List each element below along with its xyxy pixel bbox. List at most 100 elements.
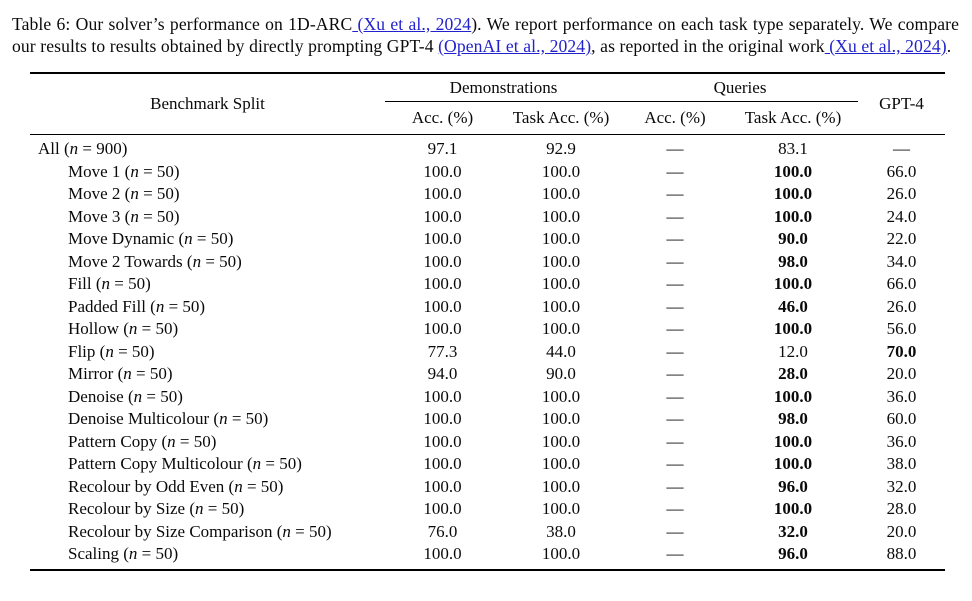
cell-q-acc: — bbox=[666, 499, 684, 519]
n-symbol: n bbox=[105, 341, 114, 361]
cell-dem-task-acc: 100.0 bbox=[541, 206, 581, 226]
cell-dem-acc: 77.3 bbox=[427, 341, 458, 361]
cell-dem-task-acc: 100.0 bbox=[541, 229, 581, 249]
cell-gpt4: 20.0 bbox=[886, 364, 917, 384]
citation-link[interactable]: (Xu et al., 2024 bbox=[352, 14, 472, 34]
cell-q-task-acc: 100.0 bbox=[773, 386, 813, 406]
cell-gpt4: 22.0 bbox=[886, 229, 917, 249]
cell-q-task-acc: 96.0 bbox=[778, 544, 808, 564]
cell-dem-acc: 100.0 bbox=[423, 409, 462, 429]
cell-q-task-acc: 100.0 bbox=[773, 454, 813, 474]
table-row: Move 1 (n = 50) 100.0 100.0 — 100.0 66.0 bbox=[30, 161, 945, 184]
cell-q-acc: — bbox=[666, 409, 684, 429]
cell-gpt4: 28.0 bbox=[886, 499, 917, 519]
row-label: Mirror (n = 50) bbox=[68, 364, 173, 384]
n-symbol: n bbox=[167, 431, 176, 451]
col-header-q-task-acc: Task Acc. (%) bbox=[728, 101, 858, 135]
citation-link[interactable]: (OpenAI et al., 2024) bbox=[438, 36, 592, 56]
col-header-benchmark-split: Benchmark Split bbox=[30, 73, 385, 135]
cell-q-task-acc: 98.0 bbox=[778, 251, 808, 271]
cell-dem-task-acc: 92.9 bbox=[546, 139, 576, 159]
cell-gpt4: 26.0 bbox=[886, 296, 917, 316]
n-symbol: n bbox=[128, 319, 138, 339]
cell-dem-acc: 100.0 bbox=[423, 454, 462, 474]
n-symbol: n bbox=[219, 409, 228, 429]
n-symbol: n bbox=[133, 386, 143, 406]
cell-q-task-acc: 100.0 bbox=[773, 274, 813, 294]
cell-dem-task-acc: 100.0 bbox=[541, 296, 581, 316]
cell-q-task-acc: 46.0 bbox=[778, 296, 808, 316]
cell-dem-acc: 100.0 bbox=[423, 161, 462, 181]
cell-dem-task-acc: 100.0 bbox=[541, 499, 581, 519]
n-symbol: n bbox=[234, 476, 243, 496]
table-row: Move Dynamic (n = 50) 100.0 100.0 — 90.0 22.0 bbox=[30, 228, 945, 251]
cell-q-acc: — bbox=[666, 386, 684, 406]
cell-q-task-acc: 98.0 bbox=[778, 409, 808, 429]
table-row: Flip (n = 50) 77.3 44.0 — 12.0 70.0 bbox=[30, 341, 945, 364]
cell-dem-task-acc: 100.0 bbox=[541, 544, 581, 564]
cell-dem-acc: 97.1 bbox=[427, 139, 458, 159]
cell-q-acc: — bbox=[666, 274, 684, 294]
citation-link[interactable]: (Xu et al., 2024) bbox=[824, 36, 947, 56]
row-label: Scaling (n = 50) bbox=[68, 544, 179, 564]
cell-q-acc: — bbox=[666, 161, 684, 181]
col-header-dem-task-acc: Task Acc. (%) bbox=[500, 101, 622, 135]
cell-q-acc: — bbox=[666, 251, 684, 271]
cell-gpt4: 66.0 bbox=[886, 274, 917, 294]
cell-gpt4: 38.0 bbox=[886, 454, 917, 474]
cell-q-acc: — bbox=[666, 341, 684, 361]
n-symbol: n bbox=[282, 521, 291, 541]
cell-gpt4: 34.0 bbox=[886, 251, 917, 271]
row-label: Move 1 (n = 50) bbox=[68, 161, 180, 181]
table-caption: Table 6: Our solver’s performance on 1D-… bbox=[12, 13, 959, 57]
row-label: Denoise (n = 50) bbox=[68, 386, 183, 406]
caption-text: . bbox=[946, 36, 952, 56]
cell-dem-task-acc: 100.0 bbox=[541, 409, 581, 429]
cell-dem-acc: 100.0 bbox=[423, 386, 462, 406]
table-row: Padded Fill (n = 50) 100.0 100.0 — 46.0 26.0 bbox=[30, 296, 945, 319]
cell-q-task-acc: 83.1 bbox=[778, 139, 808, 159]
cell-dem-acc: 100.0 bbox=[423, 544, 462, 564]
cell-q-acc: — bbox=[666, 296, 684, 316]
row-label: Recolour by Odd Even (n = 50) bbox=[68, 476, 284, 496]
cell-dem-acc: 94.0 bbox=[427, 364, 458, 384]
cell-q-task-acc: 100.0 bbox=[773, 319, 813, 339]
cell-q-task-acc: 100.0 bbox=[773, 431, 813, 451]
cell-dem-acc: 100.0 bbox=[423, 251, 462, 271]
cell-dem-task-acc: 100.0 bbox=[541, 184, 581, 204]
table-row: Pattern Copy Multicolour (n = 50) 100.0 10… bbox=[30, 453, 945, 476]
cell-dem-task-acc: 100.0 bbox=[541, 319, 581, 339]
col-header-gpt4: GPT-4 bbox=[858, 73, 945, 135]
cell-q-acc: — bbox=[666, 521, 684, 541]
row-label: Fill (n = 50) bbox=[68, 274, 151, 294]
cell-gpt4: 88.0 bbox=[886, 544, 917, 564]
n-symbol: n bbox=[192, 251, 202, 271]
table-row: Denoise Multicolour (n = 50) 100.0 100.0 — 9… bbox=[30, 408, 945, 431]
table-row: All (n = 900) 97.1 92.9 — 83.1 — bbox=[30, 135, 945, 161]
cell-gpt4: 24.0 bbox=[886, 206, 917, 226]
cell-gpt4: 26.0 bbox=[886, 184, 917, 204]
cell-dem-task-acc: 38.0 bbox=[546, 521, 576, 541]
row-label: Hollow (n = 50) bbox=[68, 319, 179, 339]
cell-q-acc: — bbox=[666, 476, 684, 496]
table-row: Scaling (n = 50) 100.0 100.0 — 96.0 88.0 bbox=[30, 543, 945, 570]
n-symbol: n bbox=[130, 161, 139, 181]
table-row: Move 2 Towards (n = 50) 100.0 100.0 — 98.0 34… bbox=[30, 251, 945, 274]
n-symbol: n bbox=[130, 184, 139, 204]
cell-q-acc: — bbox=[666, 431, 684, 451]
n-symbol: n bbox=[128, 544, 138, 564]
n-symbol: n bbox=[184, 229, 193, 249]
cell-gpt4: 20.0 bbox=[886, 521, 917, 541]
n-symbol: n bbox=[69, 139, 79, 159]
cell-gpt4: 56.0 bbox=[886, 319, 917, 339]
cell-dem-task-acc: 100.0 bbox=[541, 386, 581, 406]
cell-q-acc: — bbox=[666, 454, 684, 474]
n-symbol: n bbox=[130, 206, 139, 226]
table-row: Denoise (n = 50) 100.0 100.0 — 100.0 36.0 bbox=[30, 386, 945, 409]
cell-dem-acc: 100.0 bbox=[423, 206, 462, 226]
cell-dem-acc: 100.0 bbox=[423, 476, 462, 496]
cell-q-acc: — bbox=[666, 206, 684, 226]
table-container: Benchmark Split Demonstrations Queries G… bbox=[30, 72, 945, 571]
cell-gpt4: 36.0 bbox=[886, 386, 917, 406]
cell-dem-task-acc: 100.0 bbox=[541, 274, 581, 294]
